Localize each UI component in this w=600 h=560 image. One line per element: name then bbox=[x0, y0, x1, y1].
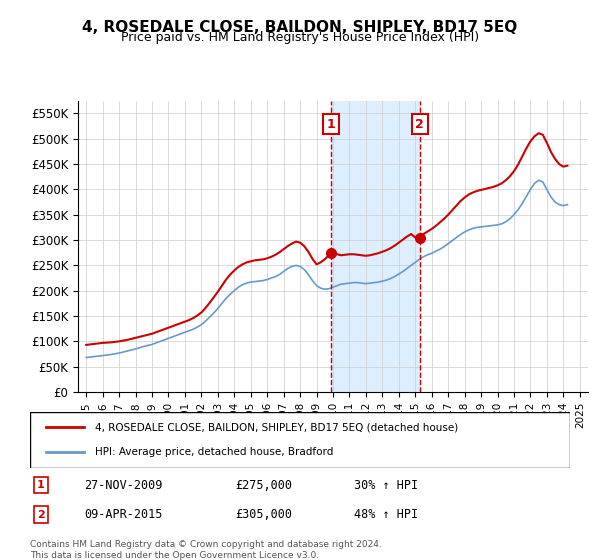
Text: 09-APR-2015: 09-APR-2015 bbox=[84, 508, 163, 521]
Text: £305,000: £305,000 bbox=[235, 508, 292, 521]
Bar bbox=[331, 101, 419, 392]
Text: 2: 2 bbox=[415, 118, 424, 130]
Text: 1: 1 bbox=[327, 118, 336, 130]
Text: 4, ROSEDALE CLOSE, BAILDON, SHIPLEY, BD17 5EQ: 4, ROSEDALE CLOSE, BAILDON, SHIPLEY, BD1… bbox=[82, 20, 518, 35]
Text: 48% ↑ HPI: 48% ↑ HPI bbox=[354, 508, 418, 521]
Text: 27-NOV-2009: 27-NOV-2009 bbox=[84, 479, 163, 492]
FancyBboxPatch shape bbox=[30, 412, 570, 468]
Text: £275,000: £275,000 bbox=[235, 479, 292, 492]
Text: Contains HM Land Registry data © Crown copyright and database right 2024.
This d: Contains HM Land Registry data © Crown c… bbox=[30, 540, 382, 560]
Text: 2: 2 bbox=[37, 510, 44, 520]
Text: HPI: Average price, detached house, Bradford: HPI: Average price, detached house, Brad… bbox=[95, 447, 333, 457]
Text: Price paid vs. HM Land Registry's House Price Index (HPI): Price paid vs. HM Land Registry's House … bbox=[121, 31, 479, 44]
Text: 4, ROSEDALE CLOSE, BAILDON, SHIPLEY, BD17 5EQ (detached house): 4, ROSEDALE CLOSE, BAILDON, SHIPLEY, BD1… bbox=[95, 422, 458, 432]
Text: 30% ↑ HPI: 30% ↑ HPI bbox=[354, 479, 418, 492]
Text: 1: 1 bbox=[37, 480, 44, 490]
